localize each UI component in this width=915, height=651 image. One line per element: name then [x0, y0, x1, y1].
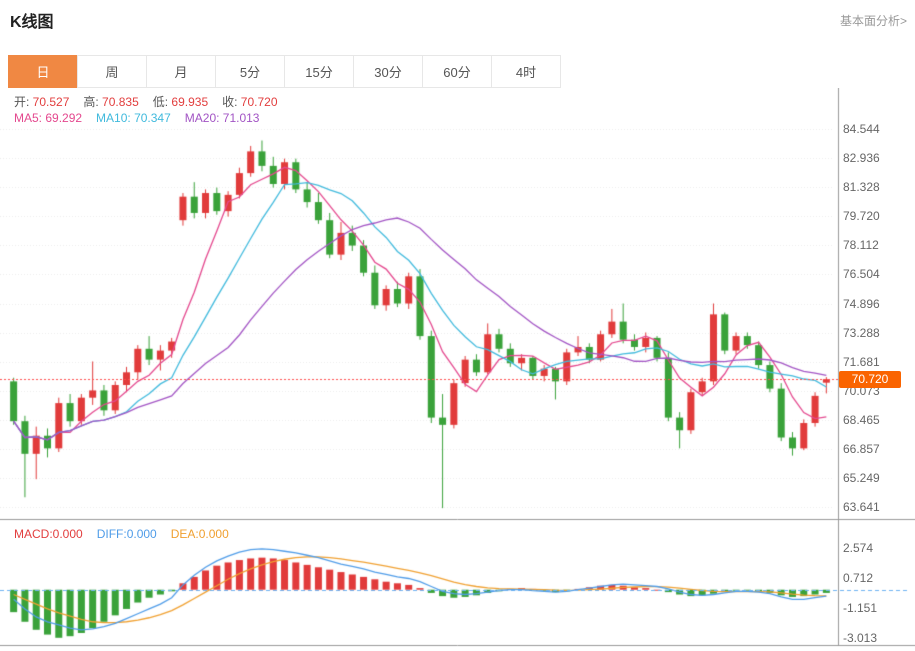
- macd-item: DEA:0.000: [170, 527, 229, 541]
- macd-axis-label: 2.574: [843, 541, 874, 556]
- tab-月[interactable]: 月: [146, 55, 216, 88]
- period-tabs: 日周月 5分 15分 30分 60分 4时: [8, 55, 561, 88]
- price-axis-label: 84.544: [843, 121, 880, 136]
- price-axis-label: 79.720: [843, 209, 880, 224]
- price-axis-label: 73.288: [843, 325, 880, 340]
- tab-4时[interactable]: 4时: [491, 55, 561, 88]
- fundamental-analysis-link[interactable]: 基本面分析>: [839, 14, 907, 28]
- price-axis-label: 82.936: [843, 150, 880, 165]
- price-axis-label: 63.641: [843, 500, 880, 515]
- ohlc-info-row: 开: 70.527 高: 70.835 低: 69.935 收: 70.720: [14, 93, 292, 110]
- price-axis-label: 66.857: [843, 442, 880, 457]
- tab-周[interactable]: 周: [77, 55, 147, 88]
- ohlc-item: 低: 69.935: [152, 95, 209, 109]
- tab-15分[interactable]: 15分: [284, 55, 354, 88]
- ohlc-item: 高: 70.835: [83, 95, 139, 109]
- price-axis-label: 74.896: [843, 296, 880, 311]
- price-axis-label: 71.681: [843, 354, 880, 369]
- macd-item: MACD:0.000: [14, 527, 83, 541]
- kline-chart-canvas[interactable]: [0, 88, 915, 651]
- price-axis-label: 76.504: [843, 267, 880, 282]
- macd-axis-label: 0.712: [843, 571, 874, 586]
- ma-item: MA20: 71.013: [184, 111, 260, 125]
- tab-5分[interactable]: 5分: [215, 55, 285, 88]
- tab-日[interactable]: 日: [8, 55, 78, 88]
- ma-info-row: MA5: 69.292 MA10: 70.347 MA20: 71.013: [14, 111, 273, 125]
- price-axis-label: 68.465: [843, 413, 880, 428]
- macd-info-row: MACD:0.000 DIFF:0.000 DEA:0.000: [14, 527, 243, 541]
- price-axis-label: 78.112: [843, 238, 879, 253]
- ma-item: MA10: 70.347: [96, 111, 171, 125]
- ma-item: MA5: 69.292: [14, 111, 83, 125]
- tab-60分[interactable]: 60分: [422, 55, 492, 88]
- ohlc-item: 开: 70.527: [14, 95, 70, 109]
- macd-axis-label: -1.151: [843, 601, 878, 616]
- macd-axis-label: -3.013: [843, 630, 878, 645]
- current-price-tag: 70.720: [839, 371, 901, 389]
- price-axis-label: 81.328: [843, 180, 880, 195]
- ohlc-item: 收: 70.720: [222, 95, 278, 109]
- price-axis-label: 65.249: [843, 471, 880, 486]
- macd-item: DIFF:0.000: [96, 527, 157, 541]
- tab-30分[interactable]: 30分: [353, 55, 423, 88]
- page-title: K线图: [10, 14, 54, 31]
